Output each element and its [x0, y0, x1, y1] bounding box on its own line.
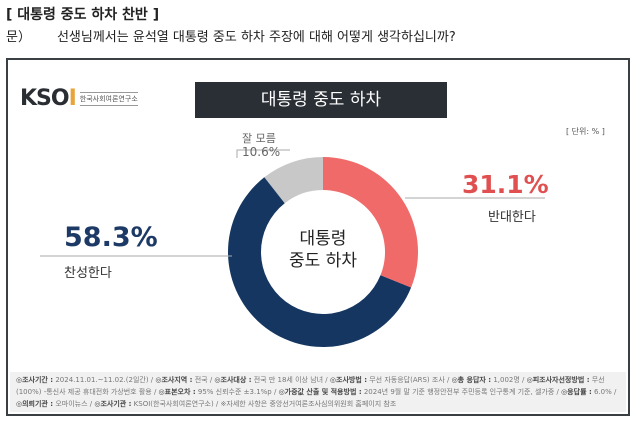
slice-value-support: 58.3% [64, 222, 158, 253]
center-line-2: 중도 하차 [289, 251, 357, 271]
survey-footer: ◎조사기간 : 2024.11.01.~11.02.(2일간) / ◎조사지역 … [10, 372, 626, 412]
footer-value-4: 1,002명 / [491, 376, 527, 384]
slice-value-oppose: 31.1% [462, 170, 549, 199]
chart-title: 대통령 중도 하차 [195, 82, 447, 118]
question-prefix: 문） [6, 30, 31, 45]
slice-name-dontknow: 잘 모름 [242, 132, 276, 145]
logo-brand: KSOI [20, 86, 77, 111]
slice-value-dontknow: 10.6% [242, 145, 281, 159]
page-title: [ 대통령 중도 하차 찬반 ] [6, 7, 160, 23]
footer-key-1: ◎조사지역 : [155, 376, 193, 384]
footer-key-2: ◎조사대상 : [214, 376, 252, 384]
footer-value-0: 2024.11.01.~11.02.(2일간) / [53, 376, 156, 384]
footer-key-8: ◎응답률 : [561, 388, 592, 396]
footer-value-3: 무선 자동응답(ARS) 조사 / [367, 376, 452, 384]
footer-value-2: 전국 만 18세 이상 남녀 / [251, 376, 330, 384]
slice-name-support: 찬성한다 [64, 266, 112, 281]
footer-value-7: 2024년 9월 말 기준 행정안전부 주민등록 인구통계 기준, 셀가중 / [361, 388, 562, 396]
center-line-1: 대통령 [299, 229, 347, 249]
donut-slice-2 [264, 157, 323, 204]
footer-value-1: 전국 / [192, 376, 215, 384]
footer-value-6: 95% 신뢰수준 ±3.1%p / [195, 388, 279, 396]
footer-key-5: ◎피조사자선정방법 : [526, 376, 590, 384]
donut-slice-1 [228, 177, 412, 347]
footer-key-6: ◎표본오차 : [158, 388, 196, 396]
donut-center-label: 대통령 중도 하차 [263, 228, 383, 272]
question: 문） 선생님께서는 윤석열 대통령 중도 하차 주장에 대해 어떻게 생각하십니까… [6, 26, 456, 45]
logo-org: 한국사회여론연구소 [79, 91, 138, 106]
slice-name-oppose: 반대한다 [488, 210, 536, 225]
footer-value-8: 6.0% / [591, 388, 617, 396]
footer-value-9: 오마이뉴스 / [53, 400, 95, 408]
footer-key-7: ◎가중값 산출 및 적용방법 : [278, 388, 362, 396]
footer-value-5: 무선(100%) -통신사 제공 휴대전화 가상번호 활용 / [16, 376, 605, 396]
ksoi-logo: KSOI 한국사회여론연구소 [20, 86, 138, 111]
footer-key-3: ◎조사방법 : [329, 376, 367, 384]
footer-key-4: ◎총 응답자 : [451, 376, 492, 384]
unit-label: [ 단위: % ] [566, 127, 605, 136]
footer-key-0: ◎조사기간 : [16, 376, 54, 384]
footer-key-10: ◎조사기관 : [94, 400, 132, 408]
chart-frame [6, 58, 630, 416]
question-text: 선생님께서는 윤석열 대통령 중도 하차 주장에 대해 어떻게 생각하십니까? [56, 30, 456, 45]
footer-key-9: ◎의뢰기관 : [16, 400, 54, 408]
footer-value-10: KSOI(한국사회여론연구소) / ※자세한 사항은 중앙선거여론조사심의위원회… [131, 400, 397, 408]
donut-slice-0 [323, 157, 418, 288]
